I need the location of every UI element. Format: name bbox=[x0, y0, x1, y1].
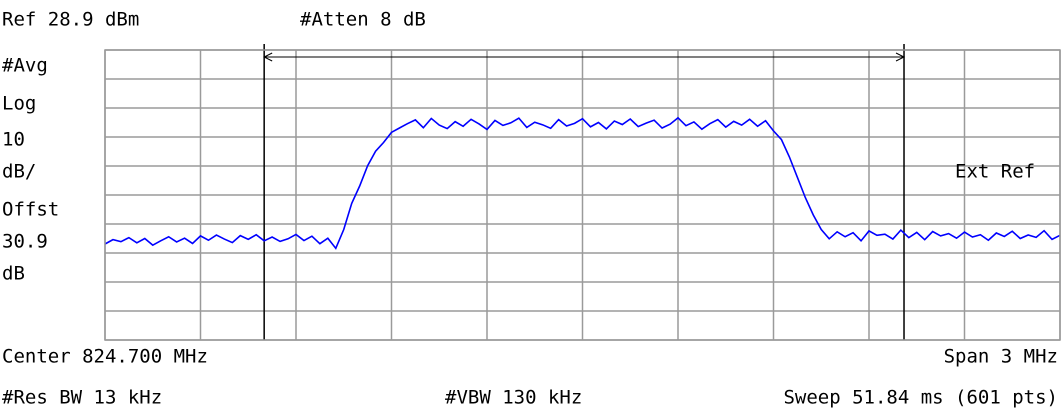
sweep: Sweep 51.84 ms (601 pts) bbox=[783, 387, 1058, 409]
vbw: #VBW 130 kHz bbox=[445, 387, 582, 409]
trace bbox=[104, 116, 1061, 250]
ext-ref: Ext Ref bbox=[955, 161, 1035, 183]
side-label: Offst bbox=[2, 199, 59, 221]
side-label: dB/ bbox=[2, 161, 36, 183]
side-label: dB bbox=[2, 263, 25, 285]
ref-level: Ref 28.9 dBm bbox=[2, 9, 139, 31]
res-bw: #Res BW 13 kHz bbox=[2, 387, 162, 409]
side-label: 30.9 bbox=[2, 231, 48, 253]
side-label: 10 bbox=[2, 129, 25, 151]
plot-border bbox=[104, 49, 1061, 341]
arrow-head bbox=[895, 52, 906, 62]
side-label: Log bbox=[2, 93, 36, 115]
center-freq: Center 824.700 MHz bbox=[2, 346, 208, 368]
arrow-head bbox=[263, 52, 273, 62]
attenuation: #Atten 8 dB bbox=[300, 9, 426, 31]
span: Span 3 MHz bbox=[944, 346, 1058, 368]
side-label: #Avg bbox=[2, 55, 48, 77]
